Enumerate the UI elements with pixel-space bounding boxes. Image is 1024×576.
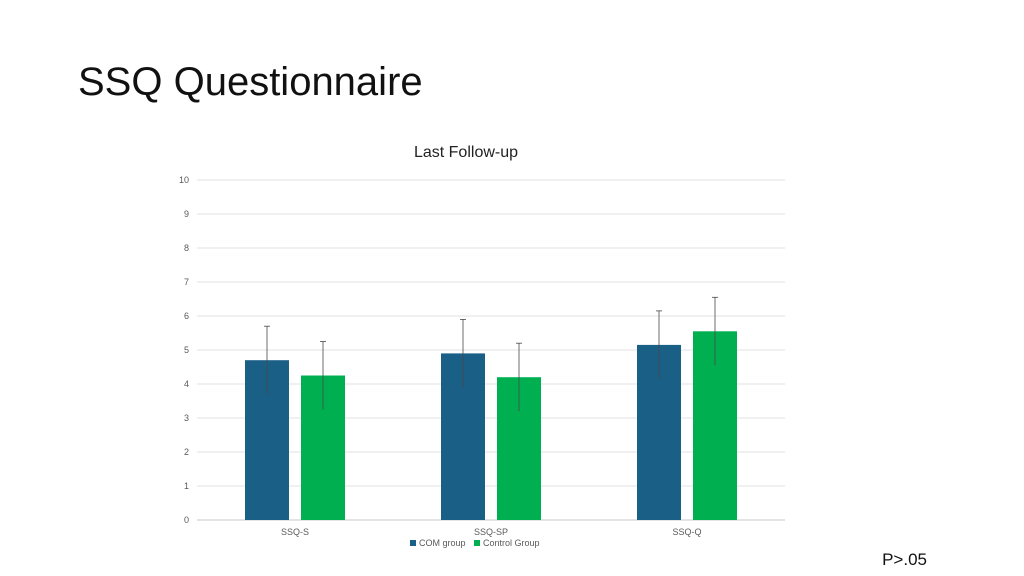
p-value-note: P>.05 — [882, 550, 927, 569]
y-tick-label: 7 — [184, 277, 189, 287]
y-tick-label: 9 — [184, 209, 189, 219]
y-tick-label: 10 — [179, 175, 189, 185]
x-axis-ticks: SSQ-S SSQ-SP SSQ-Q — [281, 527, 702, 537]
legend-label: Control Group — [483, 538, 540, 548]
y-axis-ticks: 0 1 2 3 4 5 6 7 8 9 10 — [179, 175, 189, 525]
y-tick-label: 2 — [184, 447, 189, 457]
chart-title: Last Follow-up — [414, 144, 518, 161]
y-tick-label: 6 — [184, 311, 189, 321]
bars — [245, 331, 737, 520]
x-tick-label: SSQ-S — [281, 527, 309, 537]
error-bars — [264, 296, 718, 412]
y-tick-label: 4 — [184, 379, 189, 389]
x-tick-label: SSQ-Q — [672, 527, 701, 537]
gridlines — [197, 179, 785, 521]
y-tick-label: 1 — [184, 481, 189, 491]
y-tick-label: 5 — [184, 345, 189, 355]
x-tick-label: SSQ-SP — [474, 527, 508, 537]
y-tick-label: 0 — [184, 515, 189, 525]
legend-swatch — [474, 540, 480, 546]
slide-title: SSQ Questionnaire — [78, 60, 423, 104]
y-tick-label: 8 — [184, 243, 189, 253]
legend: COM group Control Group — [410, 538, 540, 548]
y-tick-label: 3 — [184, 413, 189, 423]
legend-label: COM group — [419, 538, 466, 548]
legend-swatch — [410, 540, 416, 546]
